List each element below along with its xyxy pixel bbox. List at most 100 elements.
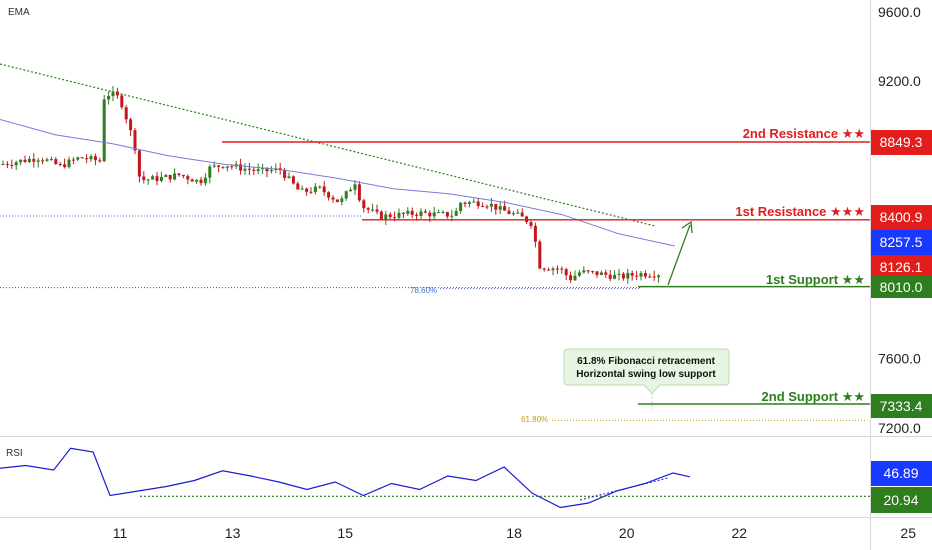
svg-text:8126.1: 8126.1 [880,259,923,275]
candle-body [635,275,639,277]
candle-body [203,177,207,184]
candle-body [657,275,661,278]
candle-body [309,191,313,193]
candle-body [221,166,225,168]
candle-body [375,209,379,212]
candle-body [230,166,234,168]
candle-body [516,212,520,214]
candle-body [428,212,432,217]
projection-arrowhead [681,220,693,234]
ema-series [0,84,676,247]
time-tick-label: 11 [113,525,128,541]
candle-body [340,198,344,202]
fibonacci-lines [0,215,865,421]
candle-body [102,99,106,162]
candle-body [494,203,498,210]
candle-body [45,159,49,161]
candle-body [410,210,414,215]
candle-body [349,189,353,192]
candle-body [630,273,634,276]
candle-body [67,159,71,168]
candle-body [529,222,533,226]
resistance-1-label: 1st Resistance ★★★ [735,204,865,219]
candle-body [621,273,625,279]
candle-body [287,176,291,178]
candle-body [472,201,476,203]
candle-body [225,166,229,168]
candle-body [195,179,199,182]
candle-body [604,272,608,275]
fib-618-label: 61.80% [521,415,548,424]
candle-body [573,275,577,281]
candle-body [454,211,458,216]
candle-body [23,159,27,162]
candle-body [1,163,5,165]
rsi-tag-value: 46.89 [871,461,932,486]
candle-body [507,210,511,214]
rsi-line [0,447,870,509]
candle-body [353,184,357,190]
candle-body [168,175,172,180]
candle-body [32,158,36,162]
candle-body [608,274,612,279]
candle-body [335,199,339,202]
candle-body [190,179,194,182]
candle-body [181,175,185,177]
candle-body [362,200,366,209]
candle-body [459,202,463,212]
candle-body [384,214,388,220]
svg-text:8849.3: 8849.3 [880,134,923,150]
candle-body [313,186,317,193]
candle-body [327,192,331,198]
candle-body [652,276,656,278]
candle-body [217,165,221,167]
candle-body [14,162,18,166]
price-tag-support-2: 7333.4 [871,394,932,418]
time-tick-label: 18 [506,525,522,541]
ema-line [0,84,676,247]
candle-body [49,159,53,161]
candle-body [243,168,247,171]
projection-arrow [667,224,691,286]
price-tick-label: 9200.0 [878,73,921,89]
annotation-callout[interactable]: 61.8% Fibonacci retracement Horizontal s… [563,348,730,394]
candle-body [177,173,181,176]
price-panel-label: EMA [8,7,30,18]
candle-body [388,214,392,218]
svg-text:8257.5: 8257.5 [880,234,923,250]
candle-body [137,150,141,177]
candle-body [371,209,375,211]
candle-body [591,271,595,273]
candles [1,85,661,284]
candle-body [89,156,93,160]
candle-body [36,160,40,162]
candle-body [146,179,150,181]
candle-body [331,197,335,200]
candle-body [379,211,383,220]
candle-body [252,169,256,171]
candle-body [133,130,137,151]
candle-body [41,160,45,162]
candle-body [547,269,551,271]
rsi-series [0,447,691,509]
candle-body [489,203,493,207]
candle-body [173,173,177,180]
candle-body [265,167,269,172]
svg-text:46.89: 46.89 [883,465,918,481]
candle-body [107,95,111,100]
price-tag-last: 8126.1 [871,255,932,280]
candle-body [93,156,97,161]
candle-body [401,212,405,214]
candle-body [71,159,75,161]
candle-body [54,159,58,165]
candle-body [582,270,586,273]
candle-body [305,188,309,192]
price-tag-ema: 8257.5 [871,230,932,255]
rsi-rising-trendline [579,477,669,501]
candle-body [538,241,542,269]
candle-body [76,157,80,160]
rsi-panel[interactable] [0,437,870,517]
candle-body [269,170,273,172]
candle-body [643,273,647,277]
